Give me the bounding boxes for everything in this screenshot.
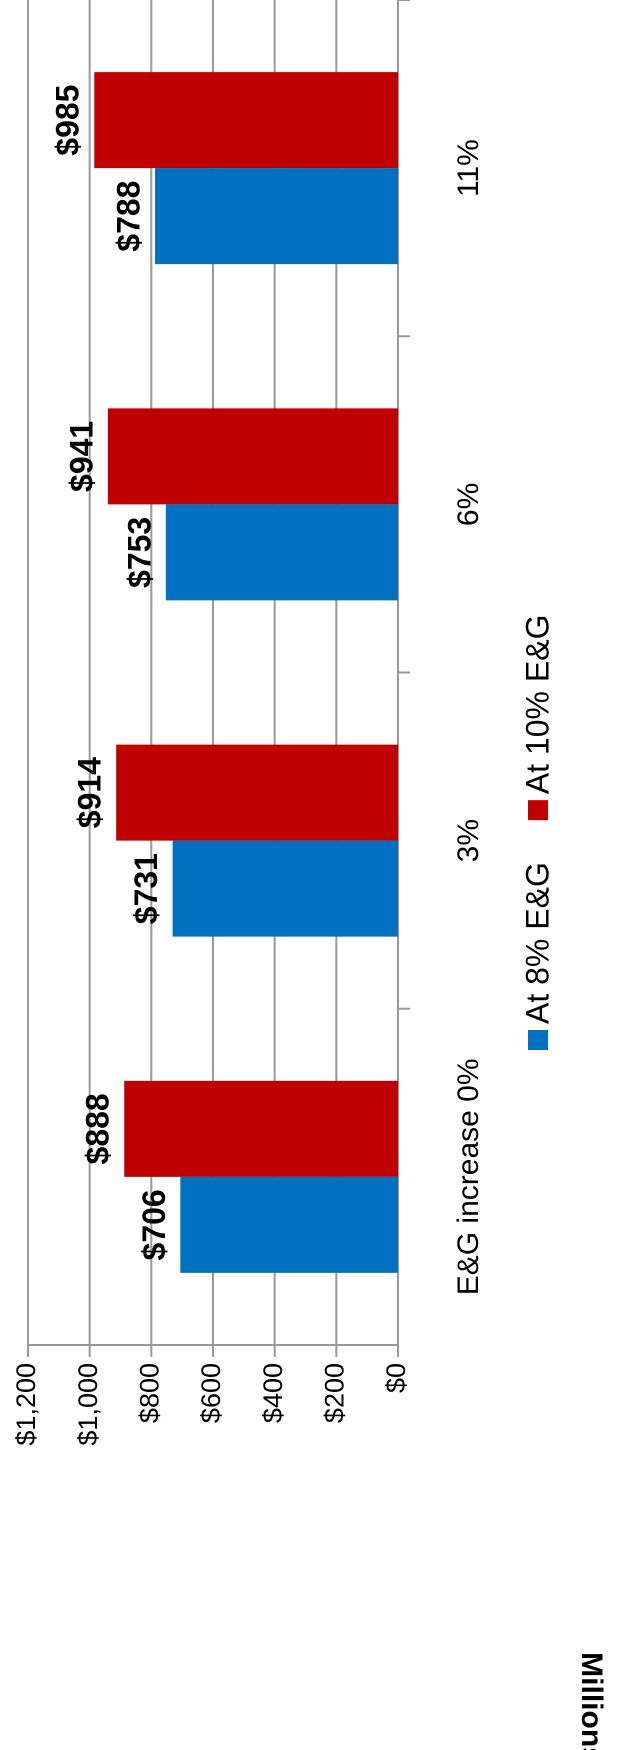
legend-swatch bbox=[528, 1030, 548, 1050]
y-tick-label: $400 bbox=[258, 1363, 288, 1423]
bar bbox=[124, 1080, 398, 1177]
bar bbox=[94, 72, 399, 169]
bar bbox=[165, 504, 398, 601]
legend-label: At 8% E&G bbox=[519, 862, 555, 1024]
data-label: $731 bbox=[128, 853, 164, 924]
data-label: $788 bbox=[110, 181, 146, 252]
data-label: $753 bbox=[121, 517, 157, 588]
bar bbox=[155, 168, 398, 265]
y-tick-label: $800 bbox=[134, 1363, 164, 1423]
y-axis-title: Millions bbox=[575, 1652, 608, 1750]
bar bbox=[107, 408, 398, 505]
bar bbox=[116, 744, 399, 841]
data-label: $706 bbox=[136, 1189, 172, 1260]
x-tick-label: 11% bbox=[452, 139, 485, 197]
y-tick-label: $1,000 bbox=[73, 1363, 103, 1446]
data-label: $914 bbox=[72, 757, 108, 828]
y-tick-label: $200 bbox=[319, 1363, 349, 1423]
y-tick-label: $1,200 bbox=[11, 1363, 41, 1446]
legend-label: At 10% E&G bbox=[519, 615, 555, 795]
y-tick-label: $0 bbox=[381, 1363, 411, 1393]
data-label: $985 bbox=[50, 85, 86, 156]
x-tick-label: E&G increase 0% bbox=[452, 1058, 485, 1295]
x-tick-label: 3% bbox=[452, 819, 485, 862]
y-tick-label: $600 bbox=[196, 1363, 226, 1423]
bar bbox=[180, 1176, 398, 1273]
data-label: $888 bbox=[80, 1093, 116, 1164]
rotated-chart: $0 $200 $400 $600 $800 $1,000 $1,200 E&G increa… bbox=[11, 0, 608, 1750]
legend-swatch bbox=[528, 800, 548, 821]
bar bbox=[172, 840, 398, 937]
x-tick-label: 6% bbox=[452, 483, 485, 526]
data-label: $941 bbox=[63, 421, 99, 492]
